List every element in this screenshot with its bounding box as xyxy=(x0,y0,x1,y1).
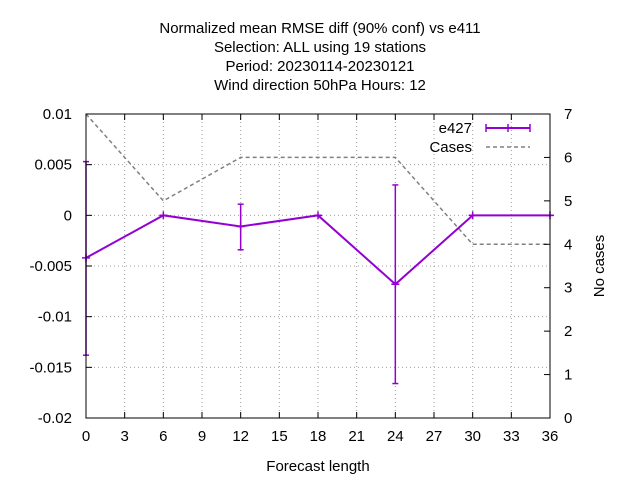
title-line: Wind direction 50hPa Hours: 12 xyxy=(214,77,426,94)
y2-tick-label: 2 xyxy=(564,323,572,340)
title-line: Normalized mean RMSE diff (90% conf) vs … xyxy=(159,20,480,37)
y2-tick-label: 1 xyxy=(564,367,572,384)
y-tick-label: -0.005 xyxy=(29,258,72,275)
x-tick-label: 18 xyxy=(310,428,327,445)
y2-tick-label: 7 xyxy=(564,106,572,123)
y-tick-label: 0 xyxy=(64,207,72,224)
x-tick-label: 33 xyxy=(503,428,520,445)
y-tick-labels: 0.01 0.005 0 -0.005 -0.01 -0.015 -0.02 xyxy=(29,106,72,427)
x-tick-label: 21 xyxy=(348,428,365,445)
x-tick-label: 36 xyxy=(542,428,559,445)
x-tick-label: 30 xyxy=(464,428,481,445)
y-tick-label: -0.02 xyxy=(38,410,72,427)
x-tick-label: 9 xyxy=(198,428,206,445)
x-tick-label: 15 xyxy=(271,428,288,445)
y2-tick-label: 0 xyxy=(564,410,572,427)
axis-ticks xyxy=(85,113,551,419)
x-axis-label: Forecast length xyxy=(266,458,369,475)
grid xyxy=(86,114,550,418)
title-line: Period: 20230114-20230121 xyxy=(225,58,414,75)
y2-tick-label: 6 xyxy=(564,149,572,166)
e427-line xyxy=(85,214,550,286)
chart-title: Normalized mean RMSE diff (90% conf) vs … xyxy=(159,20,480,94)
legend-label-e427: e427 xyxy=(439,120,472,137)
y2-tick-label: 3 xyxy=(564,280,572,297)
y2-axis-label: No cases xyxy=(591,235,608,298)
title-line: Selection: ALL using 19 stations xyxy=(214,39,426,56)
x-tick-label: 12 xyxy=(232,428,249,445)
x-tick-label: 6 xyxy=(159,428,167,445)
y-tick-label: 0.005 xyxy=(34,157,72,174)
y-tick-label: 0.01 xyxy=(43,106,72,123)
series-cases xyxy=(85,113,550,246)
cases-line xyxy=(85,113,550,246)
legend: e427 Cases xyxy=(429,120,531,156)
x-tick-label: 24 xyxy=(387,428,404,445)
y-tick-label: -0.01 xyxy=(38,309,72,326)
x-tick-label: 0 xyxy=(82,428,90,445)
x-tick-labels: 0 3 6 9 12 15 18 21 24 27 30 33 36 xyxy=(82,428,559,445)
x-tick-label: 3 xyxy=(120,428,128,445)
y2-tick-label: 5 xyxy=(564,193,572,210)
y2-tick-labels: 7 6 5 4 3 2 1 0 xyxy=(564,106,572,427)
legend-label-cases: Cases xyxy=(429,139,472,156)
y2-tick-label: 4 xyxy=(564,236,572,253)
y-tick-label: -0.015 xyxy=(29,359,72,376)
x-tick-label: 27 xyxy=(426,428,443,445)
